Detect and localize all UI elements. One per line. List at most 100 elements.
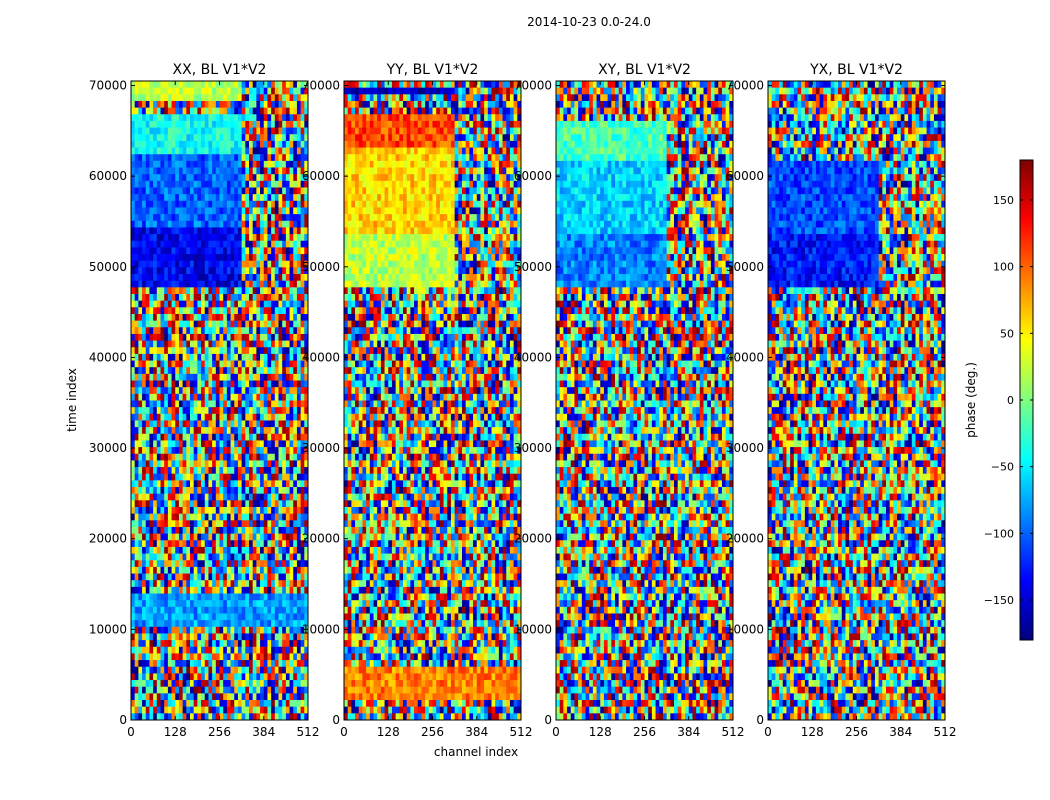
heatmap-cell — [193, 367, 198, 375]
heatmap-cell — [208, 666, 213, 674]
heatmap-cell — [142, 706, 147, 714]
heatmap-cell — [293, 347, 298, 355]
heatmap-cell — [293, 480, 298, 488]
heatmap-cell — [204, 87, 209, 95]
heatmap-cell — [245, 120, 250, 128]
heatmap-cell — [175, 493, 180, 501]
heatmap-cell — [260, 154, 265, 162]
heatmap-cell — [293, 194, 298, 202]
heatmap-cell — [241, 573, 246, 581]
heatmap-cell — [171, 546, 176, 554]
heatmap-cell — [219, 227, 224, 235]
heatmap-cell — [410, 100, 415, 109]
heatmap-cell — [175, 107, 180, 115]
heatmap-cell — [138, 680, 143, 688]
heatmap-cell — [241, 653, 246, 661]
heatmap-cell — [267, 427, 272, 435]
heatmap-cell — [171, 680, 176, 688]
heatmap-cell — [285, 400, 290, 408]
heatmap-cell — [274, 520, 279, 528]
heatmap-cell — [219, 373, 224, 381]
heatmap-cell — [263, 700, 268, 708]
heatmap-cell — [219, 174, 224, 182]
heatmap-cell — [186, 513, 191, 521]
heatmap-cell — [355, 100, 360, 109]
heatmap-cell — [201, 160, 206, 168]
heatmap-cell — [237, 120, 243, 128]
heatmap-cell — [267, 626, 272, 634]
heatmap-cell — [399, 120, 404, 128]
heatmap-cell — [208, 367, 213, 375]
heatmap-cell — [201, 313, 206, 322]
heatmap-cell — [271, 713, 276, 721]
heatmap-cell — [160, 606, 165, 614]
heatmap-cell — [167, 167, 172, 175]
heatmap-cell — [260, 433, 265, 441]
heatmap-cell — [201, 553, 206, 561]
heatmap-cell — [219, 526, 224, 535]
heatmap-cell — [156, 220, 161, 228]
heatmap-cell — [263, 600, 268, 608]
heatmap-cell — [260, 174, 265, 182]
heatmap-cell — [278, 114, 283, 122]
heatmap-cell — [249, 600, 254, 608]
heatmap-cell — [263, 433, 268, 441]
heatmap-cell — [454, 94, 459, 102]
heatmap-cell — [204, 187, 209, 195]
heatmap-cell — [256, 700, 261, 708]
heatmap-cell — [296, 254, 302, 262]
heatmap-cell — [212, 260, 217, 268]
heatmap-cell — [190, 214, 195, 222]
heatmap-cell — [208, 294, 213, 302]
heatmap-cell — [226, 274, 231, 282]
heatmap-cell — [513, 81, 518, 89]
heatmap-cell — [282, 573, 287, 581]
heatmap-cell — [506, 81, 511, 89]
heatmap-cell — [190, 713, 195, 721]
heatmap-cell — [178, 100, 184, 109]
heatmap-cell — [204, 693, 209, 701]
heatmap-cell — [223, 87, 228, 95]
heatmap-cell — [197, 140, 202, 148]
heatmap-cell — [208, 160, 213, 168]
heatmap-cell — [156, 174, 161, 182]
heatmap-cell — [278, 507, 283, 515]
heatmap-cell — [142, 280, 147, 288]
heatmap-cell — [274, 407, 279, 415]
heatmap-cell — [138, 540, 143, 548]
heatmap-cell — [201, 194, 206, 202]
heatmap-cell — [487, 87, 492, 95]
heatmap-cell — [149, 526, 154, 535]
heatmap-cell — [178, 200, 184, 208]
heatmap-cell — [131, 207, 136, 215]
heatmap-cell — [369, 107, 374, 115]
heatmap-cell — [274, 107, 279, 115]
heatmap-cell — [245, 473, 250, 481]
heatmap-cell — [138, 240, 143, 248]
heatmap-cell — [285, 174, 290, 182]
heatmap-cell — [274, 500, 279, 508]
heatmap-cell — [215, 433, 220, 441]
heatmap-cell — [175, 453, 180, 461]
heatmap-cell — [230, 247, 235, 255]
heatmap-cell — [149, 333, 154, 341]
heatmap-cell — [285, 107, 290, 115]
heatmap-cell — [300, 200, 305, 208]
heatmap-cell — [131, 387, 136, 395]
heatmap-cell — [160, 620, 165, 628]
heatmap-cell — [153, 566, 158, 574]
heatmap-cell — [263, 380, 268, 388]
heatmap-cell — [197, 580, 202, 588]
heatmap-cell — [142, 120, 147, 128]
heatmap-cell — [142, 433, 147, 441]
heatmap-cell — [190, 294, 195, 302]
heatmap-cell — [373, 81, 378, 89]
heatmap-cell — [245, 480, 250, 488]
heatmap-cell — [274, 373, 279, 381]
heatmap-cell — [282, 274, 287, 282]
heatmap-cell — [274, 234, 279, 242]
heatmap-cell — [267, 540, 272, 548]
heatmap-cell — [197, 653, 202, 661]
heatmap-cell — [274, 546, 279, 554]
heatmap-cell — [219, 493, 224, 501]
